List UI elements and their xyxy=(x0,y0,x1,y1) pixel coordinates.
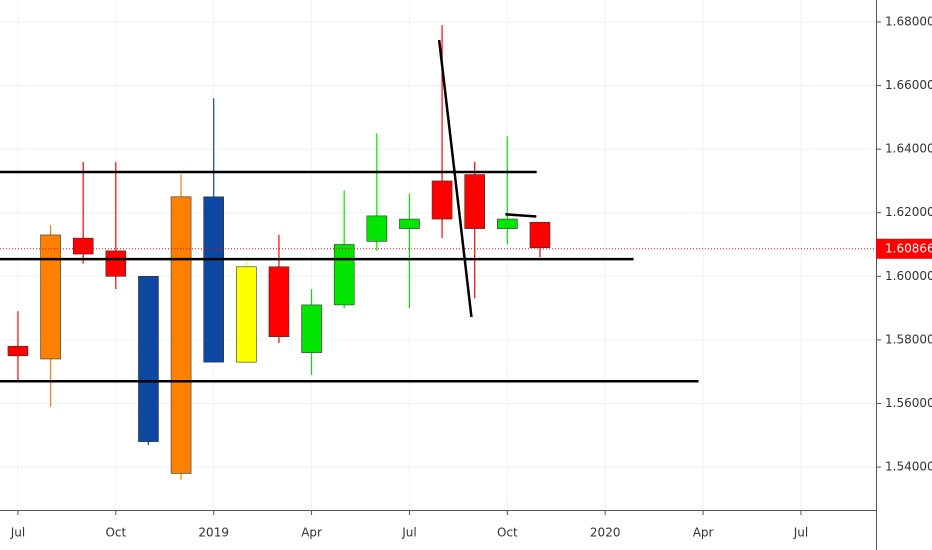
x-tick-label: Oct xyxy=(105,526,126,540)
candle-body xyxy=(203,196,224,363)
candle-body xyxy=(431,180,453,220)
y-tick-label: 1.68000 xyxy=(885,14,932,28)
y-tick-label: 1.58000 xyxy=(885,332,932,346)
candle-body xyxy=(333,244,355,306)
y-tick-label: 1.54000 xyxy=(885,460,932,474)
y-tick-label: 1.60000 xyxy=(885,269,932,283)
candle-body xyxy=(236,266,257,363)
x-tick-label: Jul xyxy=(10,526,25,540)
candle-body xyxy=(529,221,551,248)
x-tick-label: Jul xyxy=(401,526,416,540)
candle-body xyxy=(399,218,420,229)
x-tick-label: 2020 xyxy=(590,526,621,540)
last-price-box xyxy=(876,238,932,259)
x-tick-label: Apr xyxy=(693,526,714,540)
y-tick-label: 1.62000 xyxy=(885,205,932,219)
trend-line xyxy=(505,213,537,218)
candle-body xyxy=(40,234,61,360)
x-tick-label: Oct xyxy=(497,526,518,540)
candle-body xyxy=(105,250,127,277)
candle-body xyxy=(464,174,486,229)
candle-body xyxy=(268,266,290,338)
candle-body xyxy=(7,345,29,357)
last-price-label: 1.60866 xyxy=(885,241,932,255)
candle-body xyxy=(72,237,94,255)
trend-line xyxy=(437,39,473,318)
candle-body xyxy=(301,304,322,353)
y-tick-label: 1.64000 xyxy=(885,142,932,156)
candle-body xyxy=(170,196,192,474)
y-tick-label: 1.66000 xyxy=(885,78,932,92)
candle-body xyxy=(138,276,159,442)
x-tick-label: Jul xyxy=(793,526,808,540)
candle-body xyxy=(366,215,388,242)
x-tick-label: 2019 xyxy=(198,526,229,540)
candle-body xyxy=(497,218,518,229)
x-tick-label: Apr xyxy=(301,526,322,540)
y-tick-label: 1.56000 xyxy=(885,396,932,410)
